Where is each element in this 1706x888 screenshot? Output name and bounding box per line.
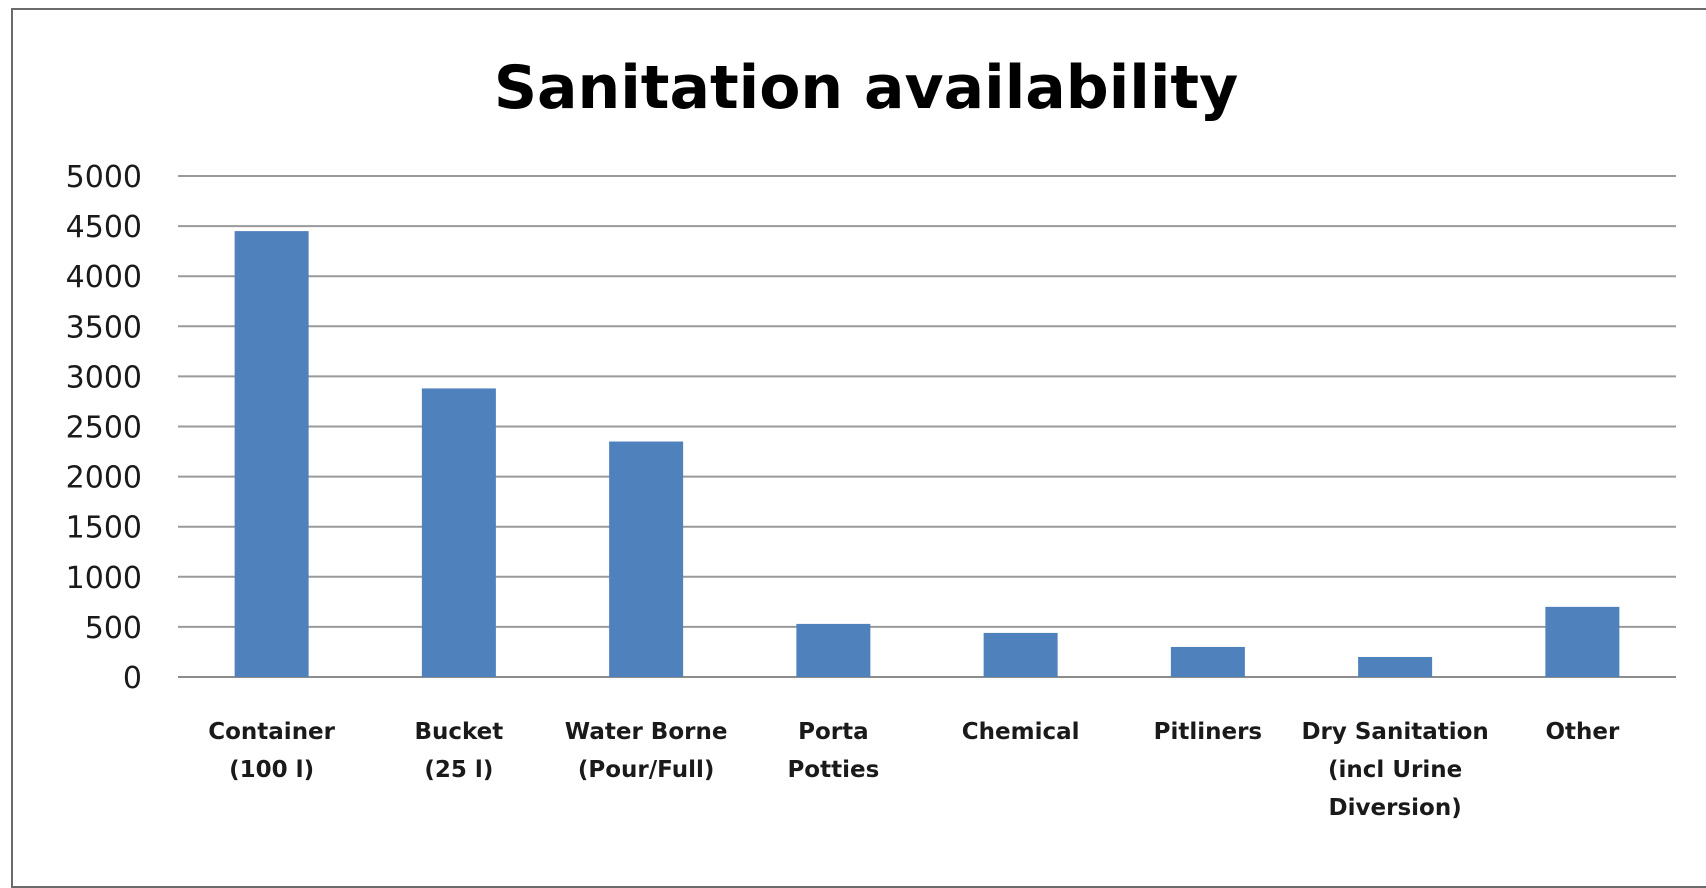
y-tick-label: 500	[85, 611, 142, 646]
x-tick-label: Container (100 l)	[208, 719, 335, 783]
x-tick-label-line: (25 l)	[424, 757, 493, 783]
x-tick-label-line: (Pour/Full)	[578, 757, 715, 783]
bars	[234, 231, 1620, 678]
y-axis-ticks: 0 500 1000 1500 2000 2500 3000 3500 4000 4500 5000	[66, 160, 142, 696]
y-tick-label: 1500	[66, 511, 142, 546]
x-tick-label: Porta Potties	[787, 719, 879, 783]
x-tick-label: Bucket (25 l)	[414, 719, 503, 783]
x-tick-label-line: (incl Urine	[1328, 757, 1462, 783]
x-tick-label: Other	[1545, 719, 1620, 745]
x-tick-label-line: Chemical	[962, 719, 1080, 745]
bar	[983, 632, 1058, 677]
x-tick-label: Dry Sanitation (incl Urine Diversion)	[1301, 719, 1488, 821]
x-tick-label-line: Pitliners	[1154, 719, 1263, 745]
y-tick-label: 3500	[66, 310, 142, 345]
x-tick-label-line: Potties	[787, 757, 879, 783]
x-tick-label: Pitliners	[1154, 719, 1263, 745]
bar	[1358, 656, 1433, 677]
y-tick-label: 1000	[66, 561, 142, 596]
y-tick-label: 5000	[66, 160, 142, 195]
x-axis-ticks: Container (100 l) Bucket (25 l) Water Borne (…	[208, 719, 1620, 821]
chart-title: Sanitation availability	[494, 53, 1238, 123]
x-tick-label-line: Bucket	[414, 719, 503, 745]
x-tick-label-line: Dry Sanitation	[1301, 719, 1488, 745]
bar	[609, 441, 684, 677]
y-tick-label: 4500	[66, 210, 142, 245]
bar	[1545, 606, 1620, 677]
bar	[1170, 646, 1245, 677]
x-tick-label-line: Container	[208, 719, 335, 745]
y-tick-label: 3000	[66, 360, 142, 395]
y-tick-label: 2000	[66, 461, 142, 496]
bar-chart: Sanitation availability 0 500 1000 1500 2000…	[66, 53, 1676, 821]
x-tick-label-line: Porta	[798, 719, 869, 745]
x-tick-label: Chemical	[962, 719, 1080, 745]
x-tick-label: Water Borne (Pour/Full)	[565, 719, 728, 783]
bar	[234, 231, 309, 678]
x-tick-label-line: Diversion)	[1329, 795, 1462, 821]
x-tick-label-line: (100 l)	[229, 757, 314, 783]
x-tick-label-line: Other	[1545, 719, 1620, 745]
x-tick-label-line: Water Borne	[565, 719, 728, 745]
gridlines	[178, 175, 1676, 678]
bar	[796, 623, 871, 677]
bar	[421, 388, 496, 677]
y-tick-label: 2500	[66, 411, 142, 446]
y-tick-label: 4000	[66, 260, 142, 295]
y-tick-label: 0	[123, 661, 142, 696]
